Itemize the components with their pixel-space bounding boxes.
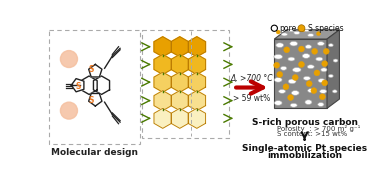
- Ellipse shape: [332, 90, 337, 93]
- Text: Δ, >700 °C: Δ, >700 °C: [231, 74, 273, 83]
- Circle shape: [292, 75, 298, 80]
- Polygon shape: [274, 39, 327, 108]
- Text: S-rich porous carbon: S-rich porous carbon: [251, 118, 358, 127]
- Circle shape: [322, 80, 328, 86]
- Polygon shape: [171, 37, 189, 57]
- Polygon shape: [154, 108, 172, 128]
- Circle shape: [316, 32, 321, 36]
- Ellipse shape: [280, 66, 287, 70]
- Ellipse shape: [318, 42, 324, 46]
- Text: > 59 wt%: > 59 wt%: [233, 94, 271, 103]
- Text: Single-atomic Pt species: Single-atomic Pt species: [242, 144, 367, 153]
- Polygon shape: [171, 54, 189, 75]
- Text: S: S: [89, 65, 94, 74]
- Ellipse shape: [281, 33, 288, 36]
- Ellipse shape: [307, 65, 314, 69]
- Circle shape: [299, 61, 304, 67]
- Polygon shape: [188, 91, 206, 111]
- Polygon shape: [81, 76, 97, 94]
- Ellipse shape: [308, 89, 314, 93]
- Circle shape: [314, 70, 320, 76]
- Ellipse shape: [294, 31, 300, 34]
- Polygon shape: [274, 30, 339, 39]
- Circle shape: [311, 88, 317, 93]
- Polygon shape: [93, 76, 110, 94]
- Polygon shape: [154, 54, 172, 75]
- Circle shape: [288, 95, 294, 100]
- Circle shape: [274, 62, 280, 68]
- Text: S: S: [76, 82, 81, 91]
- Ellipse shape: [274, 101, 282, 105]
- Text: pore: pore: [280, 24, 297, 33]
- Ellipse shape: [293, 68, 301, 72]
- Circle shape: [60, 102, 77, 119]
- Ellipse shape: [288, 57, 295, 61]
- Ellipse shape: [328, 44, 333, 47]
- Ellipse shape: [305, 100, 312, 105]
- Circle shape: [298, 25, 305, 32]
- Polygon shape: [171, 91, 189, 111]
- Polygon shape: [71, 79, 84, 92]
- Circle shape: [276, 30, 280, 34]
- Ellipse shape: [274, 54, 282, 59]
- Ellipse shape: [288, 29, 294, 32]
- Ellipse shape: [291, 91, 299, 95]
- Text: Molecular design: Molecular design: [51, 148, 138, 157]
- Ellipse shape: [316, 57, 323, 61]
- Ellipse shape: [308, 34, 314, 37]
- Circle shape: [60, 51, 77, 68]
- Polygon shape: [188, 108, 206, 128]
- Ellipse shape: [288, 79, 296, 84]
- Circle shape: [284, 47, 290, 53]
- Polygon shape: [89, 64, 102, 77]
- Circle shape: [299, 46, 304, 52]
- Text: S content: >15 wt%: S content: >15 wt%: [277, 131, 347, 137]
- Text: Porosity  : > 700 m² g⁻¹: Porosity : > 700 m² g⁻¹: [277, 125, 360, 132]
- Circle shape: [301, 28, 305, 32]
- Ellipse shape: [320, 89, 327, 93]
- Circle shape: [306, 81, 312, 87]
- Circle shape: [322, 61, 328, 67]
- Ellipse shape: [328, 75, 333, 77]
- Ellipse shape: [279, 89, 285, 93]
- Circle shape: [283, 84, 289, 90]
- Polygon shape: [171, 108, 189, 128]
- Polygon shape: [188, 37, 206, 57]
- Text: S species: S species: [308, 24, 343, 33]
- Polygon shape: [327, 30, 339, 108]
- Text: immobilization: immobilization: [267, 151, 342, 160]
- Circle shape: [319, 94, 325, 100]
- Ellipse shape: [304, 76, 310, 80]
- Circle shape: [312, 48, 318, 54]
- Ellipse shape: [274, 77, 282, 82]
- Ellipse shape: [304, 29, 310, 32]
- Circle shape: [277, 72, 283, 77]
- Ellipse shape: [290, 103, 297, 107]
- Ellipse shape: [333, 59, 338, 62]
- Ellipse shape: [276, 43, 284, 47]
- Polygon shape: [188, 72, 206, 92]
- Text: S: S: [89, 96, 94, 105]
- Ellipse shape: [318, 102, 324, 106]
- Polygon shape: [188, 54, 206, 75]
- Polygon shape: [89, 93, 102, 106]
- Polygon shape: [154, 72, 172, 92]
- Polygon shape: [154, 91, 172, 111]
- Circle shape: [323, 48, 329, 54]
- Polygon shape: [171, 72, 189, 92]
- Ellipse shape: [318, 79, 325, 83]
- Ellipse shape: [305, 45, 311, 49]
- Polygon shape: [154, 37, 172, 57]
- Ellipse shape: [290, 41, 297, 46]
- Circle shape: [271, 25, 277, 31]
- Ellipse shape: [302, 54, 310, 58]
- Ellipse shape: [321, 68, 327, 72]
